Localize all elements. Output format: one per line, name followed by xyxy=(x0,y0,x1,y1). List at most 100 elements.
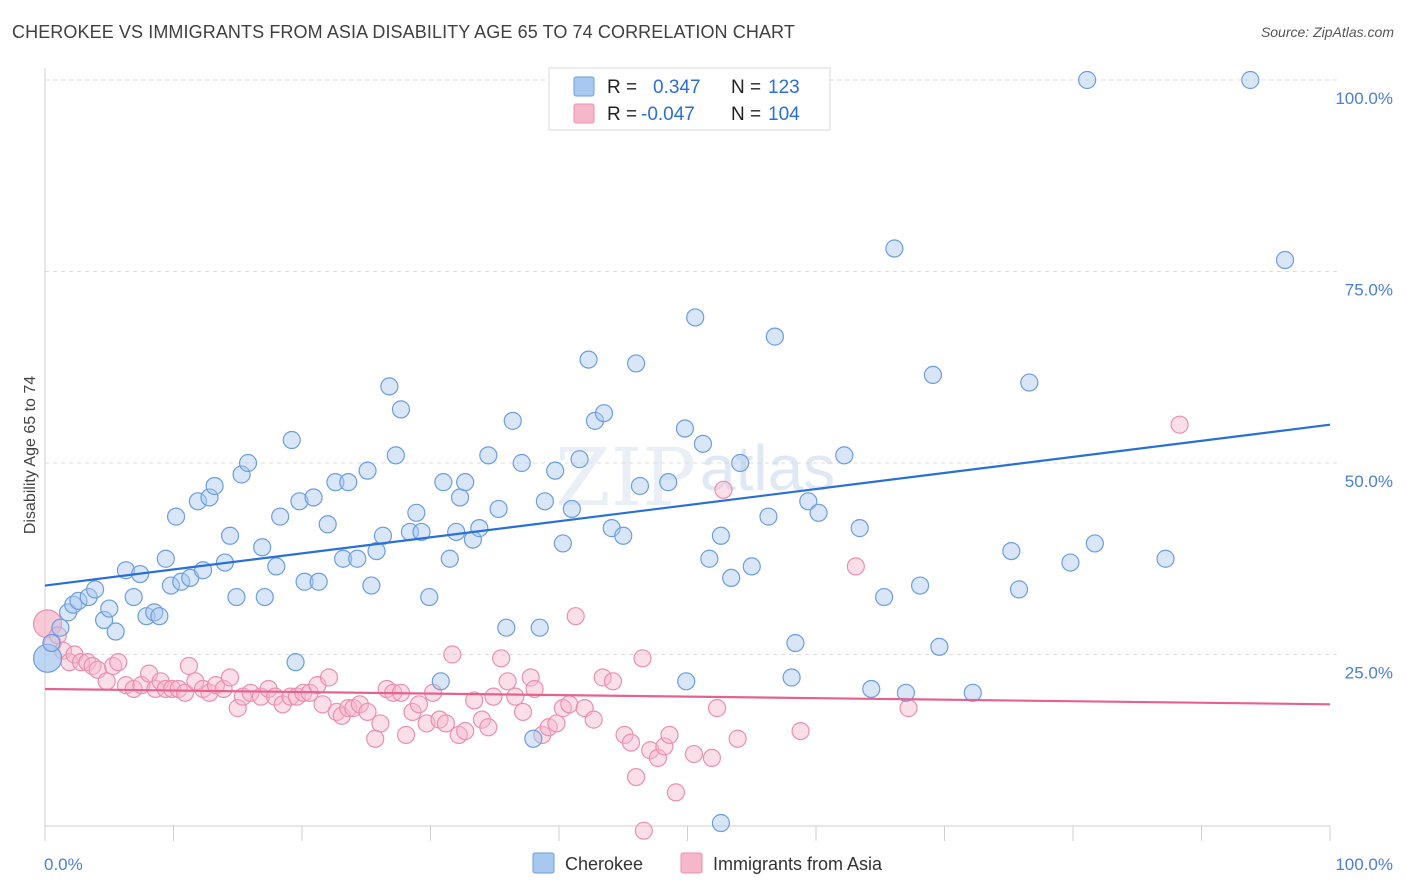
cherokee-point xyxy=(765,327,784,346)
asia-point xyxy=(707,699,727,718)
cherokee-point xyxy=(447,522,466,542)
asia-point xyxy=(506,687,525,706)
asia-point xyxy=(899,699,918,718)
cherokee-point xyxy=(51,618,70,637)
bottom-legend-swatch-asia xyxy=(680,852,703,874)
cherokee-point xyxy=(579,350,598,369)
cherokee-point xyxy=(286,653,305,672)
chart-title: CHEROKEE VS IMMIGRANTS FROM ASIA DISABIL… xyxy=(12,22,795,42)
cherokee-point xyxy=(271,507,290,526)
cherokee-point xyxy=(42,633,61,653)
watermark-atlas: atlas xyxy=(700,432,835,504)
asia-point xyxy=(350,695,369,714)
cherokee-point xyxy=(896,683,916,702)
asia-point xyxy=(339,699,358,718)
legend-n-label-2: N = xyxy=(731,104,761,125)
bottom-legend-cherokee: Cherokee xyxy=(565,854,643,874)
y-axis-label: Disability Age 65 to 74 xyxy=(22,376,39,534)
cherokee-point xyxy=(358,461,377,480)
legend-r-value-1: 0.347 xyxy=(653,77,701,98)
legend-n-value-2: 104 xyxy=(768,104,800,125)
cherokee-point xyxy=(553,534,572,553)
cherokee-point xyxy=(150,607,169,626)
watermark: ZIP atlas xyxy=(555,431,835,524)
cherokee-point xyxy=(562,499,581,519)
asia-point xyxy=(214,679,233,699)
cherokee-point xyxy=(1061,553,1080,572)
series-cherokee xyxy=(32,70,1295,833)
cherokee-point xyxy=(200,488,219,507)
cherokee-point xyxy=(456,473,475,492)
asia-point xyxy=(179,656,199,676)
cherokee-point xyxy=(700,549,719,568)
asia-point xyxy=(634,821,653,840)
cherokee-point xyxy=(227,587,246,607)
cherokee-point xyxy=(334,549,353,568)
asia-point xyxy=(603,672,623,691)
asia-point xyxy=(241,683,260,702)
asia-point xyxy=(220,668,240,687)
series-immigrants-from-asia xyxy=(32,415,1189,840)
cherokee-point xyxy=(69,591,88,610)
cherokee-point xyxy=(731,453,750,473)
asia-point xyxy=(465,691,484,710)
cherokee-point xyxy=(100,599,119,618)
asia-point xyxy=(728,729,747,748)
asia-point xyxy=(273,695,292,714)
trend-line-asia xyxy=(44,687,1331,706)
cherokee-point xyxy=(440,549,459,568)
asia-point xyxy=(371,714,390,733)
asia-point xyxy=(684,744,704,764)
cherokee-point xyxy=(1156,549,1175,568)
cherokee-point xyxy=(535,492,554,511)
cherokee-point xyxy=(391,400,411,419)
asia-point xyxy=(484,687,503,706)
asia-point xyxy=(492,649,511,668)
cherokee-point xyxy=(431,672,450,691)
asia-point xyxy=(566,607,585,626)
cherokee-point xyxy=(1275,250,1295,270)
asia-point xyxy=(648,748,668,768)
cherokee-point xyxy=(722,568,741,588)
asia-point xyxy=(366,729,385,748)
asia-point xyxy=(109,653,128,672)
cherokee-point xyxy=(835,446,854,465)
asia-point xyxy=(1170,415,1189,434)
cherokee-point xyxy=(759,507,778,526)
axes xyxy=(44,68,1331,841)
cherokee-point xyxy=(238,453,258,473)
cherokee-point xyxy=(711,526,731,545)
correlation-legend: R = 0.347 N = 123 R = -0.047 N = 104 xyxy=(548,67,831,131)
asia-point xyxy=(319,668,339,687)
asia-point xyxy=(621,733,641,752)
cherokee-point xyxy=(367,541,386,561)
y-tick-label: 50.0% xyxy=(1345,472,1393,491)
cherokee-point xyxy=(282,430,301,450)
asia-point xyxy=(175,683,195,702)
cherokee-point xyxy=(172,572,191,591)
cherokee-point xyxy=(362,576,381,595)
cherokee-point xyxy=(407,503,426,522)
cherokee-point xyxy=(205,476,224,496)
cherokee-point xyxy=(156,549,175,568)
asia-point xyxy=(666,783,686,802)
cherokee-point xyxy=(782,668,801,687)
asia-point xyxy=(547,714,566,733)
cherokee-point xyxy=(570,450,589,469)
cherokee-point xyxy=(220,526,240,545)
cherokee-point xyxy=(380,377,399,396)
cherokee-point xyxy=(326,473,345,492)
cherokee-point xyxy=(524,729,543,748)
y-tick-label: 100.0% xyxy=(1335,89,1393,108)
trend-lines xyxy=(44,423,1331,706)
x-tick-labels: 0.0% 100.0% xyxy=(44,855,1393,874)
cherokee-point xyxy=(232,465,251,484)
trend-line-cherokee xyxy=(44,423,1331,587)
cherokee-point xyxy=(799,492,818,511)
bottom-legend-asia: Immigrants from Asia xyxy=(713,854,883,874)
legend-swatch-cherokee xyxy=(573,76,595,97)
cherokee-point xyxy=(862,679,881,699)
x-tick-label: 0.0% xyxy=(44,855,83,874)
asia-point xyxy=(228,699,247,718)
